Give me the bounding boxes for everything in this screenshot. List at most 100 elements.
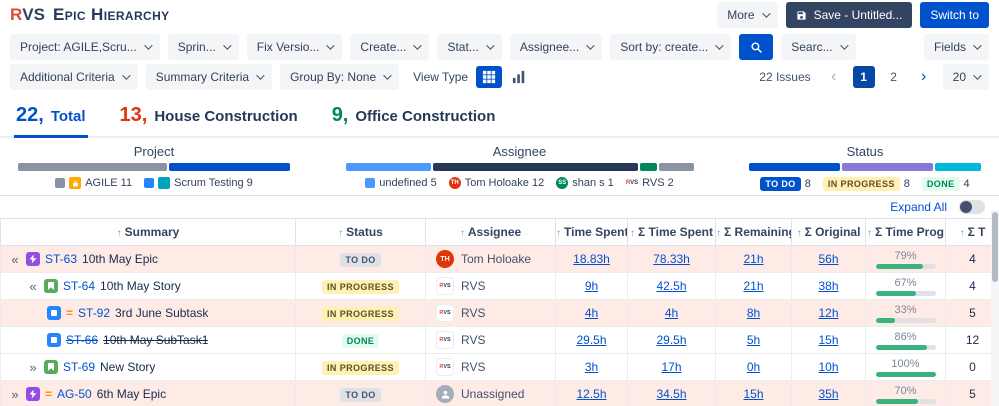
scrollbar-thumb[interactable] [992,212,998,282]
pagination-next[interactable]: › [913,66,935,88]
sum-original-link[interactable]: 56h [818,252,839,266]
column-header-sum-time-spent[interactable]: ↑ Σ Time Spent [627,218,716,246]
summary-criteria-button[interactable]: Summary Criteria [145,64,273,90]
column-header-sum-time-progress[interactable]: ↑ Σ Time Prog [865,218,946,246]
table-row[interactable]: « ST-63 10th May Epic TO DO TH Tom Holoa… [0,245,999,273]
save-button[interactable]: Save - Untitled... [785,2,913,28]
pagination-page-2[interactable]: 2 [883,66,905,88]
bar-segment [640,163,658,171]
assignee-summary-title: Assignee [492,144,547,159]
tab-office-construction[interactable]: 9, Office Construction [330,100,498,138]
sprint-filter[interactable]: Sprin... [167,34,239,60]
column-header-sum-remaining[interactable]: ↑ Σ Remaining [715,218,792,246]
progress-bar [875,399,936,404]
pagination-prev[interactable]: ‹ [823,66,845,88]
sum-remaining-link[interactable]: 15h [743,387,764,401]
time-spent-link[interactable]: 12.5h [576,387,607,401]
additional-criteria-button[interactable]: Additional Criteria [10,64,138,90]
sort-icon[interactable]: ↑ [716,228,722,239]
bar-segment [168,163,290,171]
table-row[interactable]: ST-66 10th May SubTask1 DONE R VS RVS 29.… [0,326,999,354]
sort-icon[interactable]: ↑ [459,228,465,239]
issue-key-link[interactable]: ST-63 [45,252,78,266]
sum-original-link[interactable]: 38h [818,279,839,293]
sum-original-link[interactable]: 35h [818,387,839,401]
assignee-filter[interactable]: Assignee... [509,34,603,60]
group-by-button[interactable]: Group By: None [280,64,400,90]
sum-original-link[interactable]: 15h [818,333,839,347]
sort-icon[interactable]: ↑ [556,228,562,239]
pagination-page-1[interactable]: 1 [852,66,875,88]
sum-time-spent-link[interactable]: 29.5h [656,333,687,347]
switch-to-button[interactable]: Switch to [920,2,989,28]
fix-version-filter[interactable]: Fix Versio... [246,34,343,60]
sum-remaining-link[interactable]: 5h [746,333,761,347]
sum-time-spent-link[interactable]: 42.5h [656,279,687,293]
sort-icon[interactable]: ↑ [959,228,965,239]
table-row[interactable]: = ST-92 3rd June Subtask IN PROGRESS R VS… [0,299,999,327]
sum-time-spent-link[interactable]: 17h [661,360,682,374]
tab-house-construction[interactable]: 13, House Construction [118,100,300,138]
column-header-assignee[interactable]: ↑ Assignee [425,218,556,246]
column-header-sum-original[interactable]: ↑ Σ Original [791,218,866,246]
sort-icon[interactable]: ↑ [338,228,344,239]
tab-count: 13, [119,104,148,126]
expand-toggler[interactable]: » [29,359,37,375]
time-spent-link[interactable]: 29.5h [576,333,607,347]
sort-by-filter[interactable]: Sort by: create... [610,34,732,60]
issue-key-link[interactable]: ST-66 [66,333,99,347]
time-spent-link[interactable]: 18.83h [573,252,610,266]
time-spent-link[interactable]: 9h [584,279,599,293]
status-badge: TO DO [760,177,801,191]
issue-key-link[interactable]: ST-64 [63,279,96,293]
issue-key-link[interactable]: ST-92 [78,306,111,320]
issue-summary: New Story [100,360,156,374]
vertical-scrollbar[interactable] [991,210,999,406]
issue-key-link[interactable]: AG-50 [57,387,92,401]
project-filter[interactable]: Project: AGILE,Scru... [10,34,160,60]
sum-remaining-link[interactable]: 8h [746,306,761,320]
sum-original-link[interactable]: 10h [818,360,839,374]
table-row[interactable]: » ST-69 New Story IN PROGRESS R VS RVS 3h… [0,353,999,381]
more-button[interactable]: More [717,2,778,28]
expand-all-link[interactable]: Expand All [890,200,947,214]
sum-time-spent-link[interactable]: 34.5h [656,387,687,401]
table-row[interactable]: » = AG-50 6th May Epic TO DO Unassigned … [0,380,999,406]
sort-icon[interactable]: ↑ [796,228,802,239]
status-filter[interactable]: Stat... [437,34,502,60]
column-header-time-spent[interactable]: ↑ Time Spent [555,218,628,246]
assignee-name: RVS [461,360,486,374]
status-badge: IN PROGRESS [322,306,399,321]
sum-time-spent-link[interactable]: 4h [664,306,679,320]
table-row[interactable]: « ST-64 10th May Story IN PROGRESS R VS R… [0,272,999,300]
collapse-toggler[interactable]: « [11,251,19,267]
sum-original-link[interactable]: 12h [818,306,839,320]
sum-remaining-link[interactable]: 21h [743,279,764,293]
sort-icon[interactable]: ↑ [867,228,872,239]
issue-key-link[interactable]: ST-69 [63,360,96,374]
grid-view-button[interactable] [476,66,503,88]
created-filter[interactable]: Create... [350,34,430,60]
chevron-down-icon [485,41,495,50]
column-header-status[interactable]: ↑ Status [295,218,426,246]
tab-total[interactable]: 22, Total [14,100,88,138]
time-spent-link[interactable]: 3h [584,360,599,374]
time-spent-link[interactable]: 4h [584,306,599,320]
status-badge: IN PROGRESS [322,360,399,375]
page-size-select[interactable]: 20 [942,64,989,90]
chevron-down-icon [326,41,336,50]
sort-icon[interactable]: ↑ [630,228,635,239]
search-text-filter[interactable]: Searc... [781,34,856,60]
chevron-down-icon [715,41,724,50]
search-button[interactable] [739,34,774,60]
sum-time-spent-link[interactable]: 78.33h [653,252,690,266]
chart-view-button[interactable] [506,66,532,88]
column-header-summary[interactable]: ↑ Summary [0,218,296,246]
sum-remaining-link[interactable]: 0h [746,360,761,374]
fields-button[interactable]: Fields [923,34,989,60]
sum-remaining-link[interactable]: 21h [743,252,764,266]
expand-toggler[interactable]: » [11,386,19,402]
sort-icon[interactable]: ↑ [116,228,122,239]
expand-all-toggle[interactable] [959,200,985,214]
collapse-toggler[interactable]: « [29,278,37,294]
